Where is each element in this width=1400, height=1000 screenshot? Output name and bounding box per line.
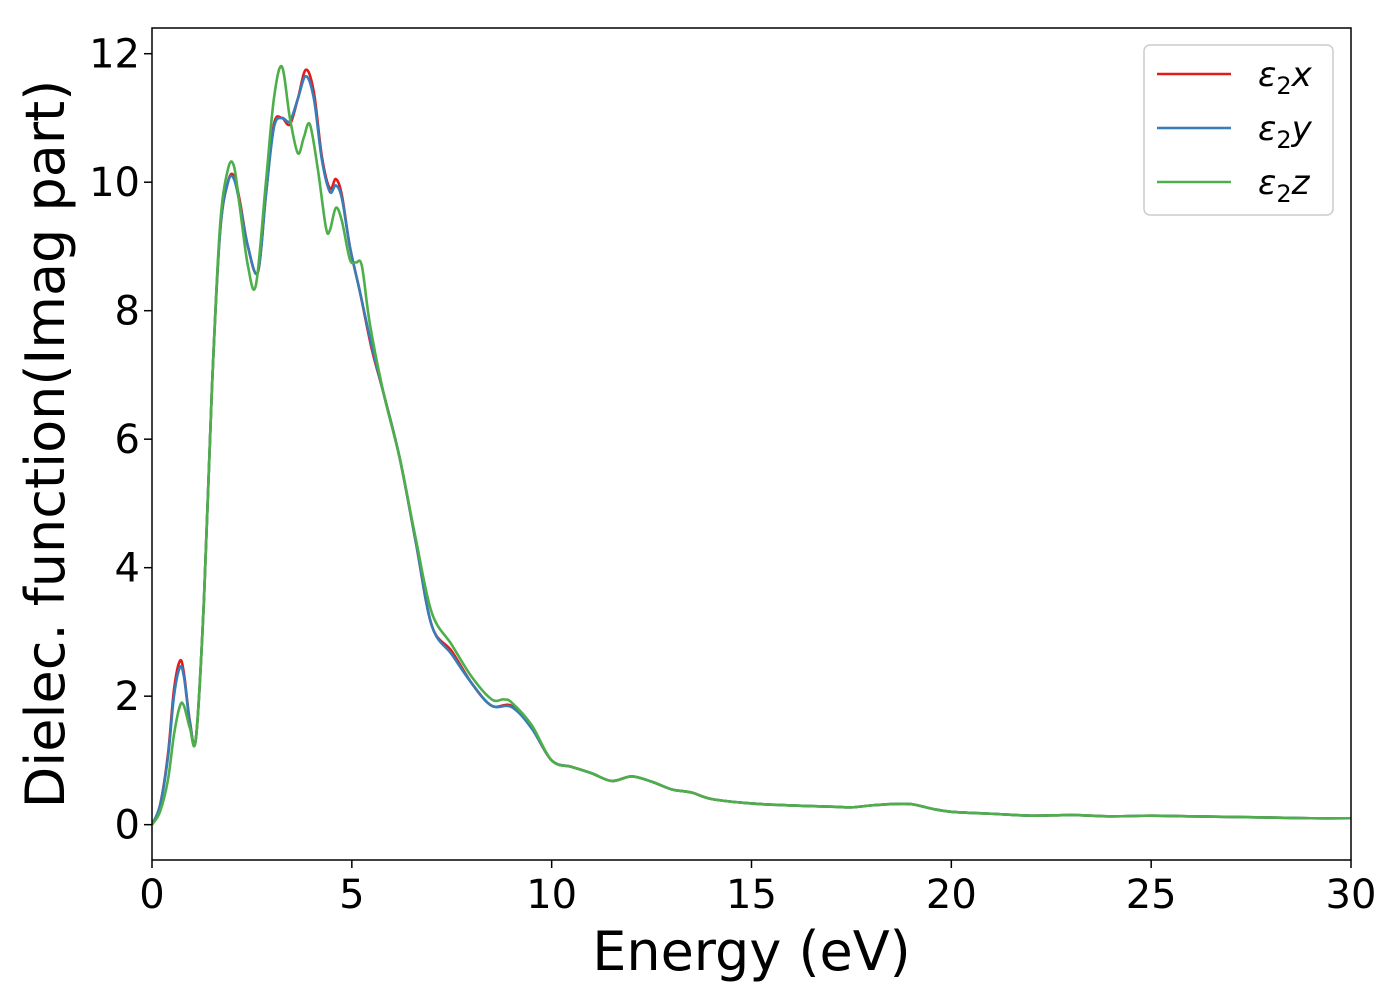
legend: ε2x ε2y ε2z: [1143, 44, 1334, 216]
x-tick-label: 15: [726, 872, 777, 918]
y-tick-label: 8: [115, 289, 140, 335]
y-tick-label: 4: [115, 546, 140, 592]
y-tick-label: 6: [115, 417, 140, 463]
y-tick-label: 2: [115, 674, 140, 720]
x-tick-label: 30: [1326, 872, 1377, 918]
y-tick-label: 10: [89, 160, 140, 206]
y-tick-label: 0: [115, 803, 140, 849]
legend-box: [1143, 44, 1334, 216]
x-tick-label: 5: [339, 872, 364, 918]
x-tick-label: 25: [1126, 872, 1177, 918]
plot-area: [152, 64, 1351, 826]
legend-label-x: ε2x: [1258, 55, 1313, 100]
series-line-z: [152, 64, 1351, 826]
y-tick-label: 12: [89, 32, 140, 78]
x-tick-label: 10: [526, 872, 577, 918]
x-axis-label: Energy (eV): [592, 920, 911, 983]
x-tick-label: 20: [926, 872, 977, 918]
legend-label-y: ε2y: [1258, 109, 1313, 154]
x-axis: 0 5 10 15 20 25 30: [139, 860, 1376, 918]
legend-label-z: ε2z: [1258, 163, 1311, 208]
y-axis: 0 2 4 6 8 10 12: [89, 32, 152, 849]
y-axis-label: Dielec. function(Imag part): [14, 80, 77, 809]
x-tick-label: 0: [139, 872, 164, 918]
